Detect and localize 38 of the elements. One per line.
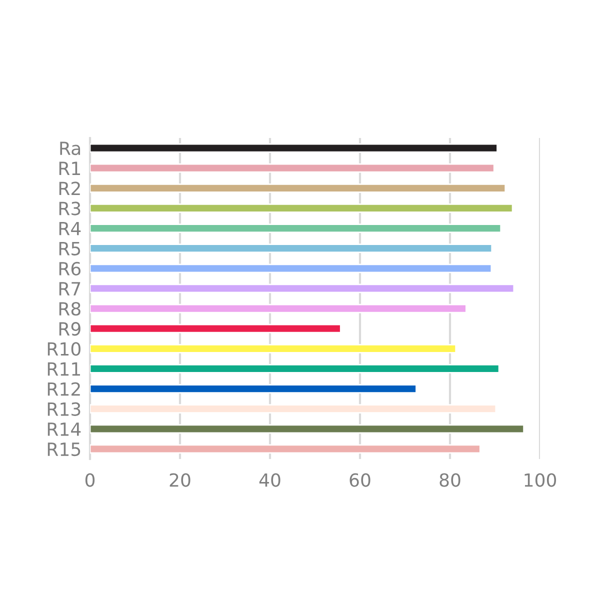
- bar: [90, 384, 417, 394]
- x-tick-label: 40: [259, 473, 280, 487]
- bar: [90, 183, 506, 193]
- y-tick-label: R5: [59, 242, 80, 256]
- bar: [90, 224, 502, 233]
- y-tick-label: R9: [59, 322, 80, 336]
- bar: [90, 404, 497, 414]
- y-tick-label: R10: [48, 342, 80, 356]
- y-tick-label: R6: [59, 262, 81, 276]
- y-tick-label: R13: [48, 402, 80, 416]
- bar: [90, 444, 481, 454]
- bar: [90, 364, 500, 374]
- y-tick-label: R8: [59, 302, 80, 316]
- bar: [90, 163, 495, 173]
- y-tick-label: R3: [59, 202, 80, 216]
- x-tick-label: 0: [85, 473, 95, 487]
- bar: [90, 324, 342, 334]
- y-tick-label: R12: [48, 382, 80, 396]
- bar: [90, 344, 457, 354]
- x-tick-label: 20: [170, 473, 190, 487]
- x-tick-label: 80: [440, 473, 460, 487]
- x-tick-label: 60: [350, 473, 370, 487]
- y-tick-label: R15: [48, 442, 80, 456]
- bar: [90, 244, 493, 254]
- y-tick-label: R4: [59, 222, 81, 236]
- y-tick-label: R11: [48, 362, 80, 376]
- y-tick-label: R1: [59, 162, 80, 175]
- y-tick-label: R2: [59, 182, 80, 196]
- x-tick-label: 100: [524, 473, 556, 487]
- bar: [90, 264, 492, 274]
- bar: [90, 424, 524, 434]
- y-tick-label: Ra: [60, 142, 80, 156]
- bar: [90, 304, 467, 314]
- bar: [90, 284, 515, 294]
- y-tick-label: R14: [48, 422, 81, 436]
- y-tick-label: R7: [59, 282, 80, 296]
- bar: [90, 204, 514, 213]
- bar: [90, 143, 498, 153]
